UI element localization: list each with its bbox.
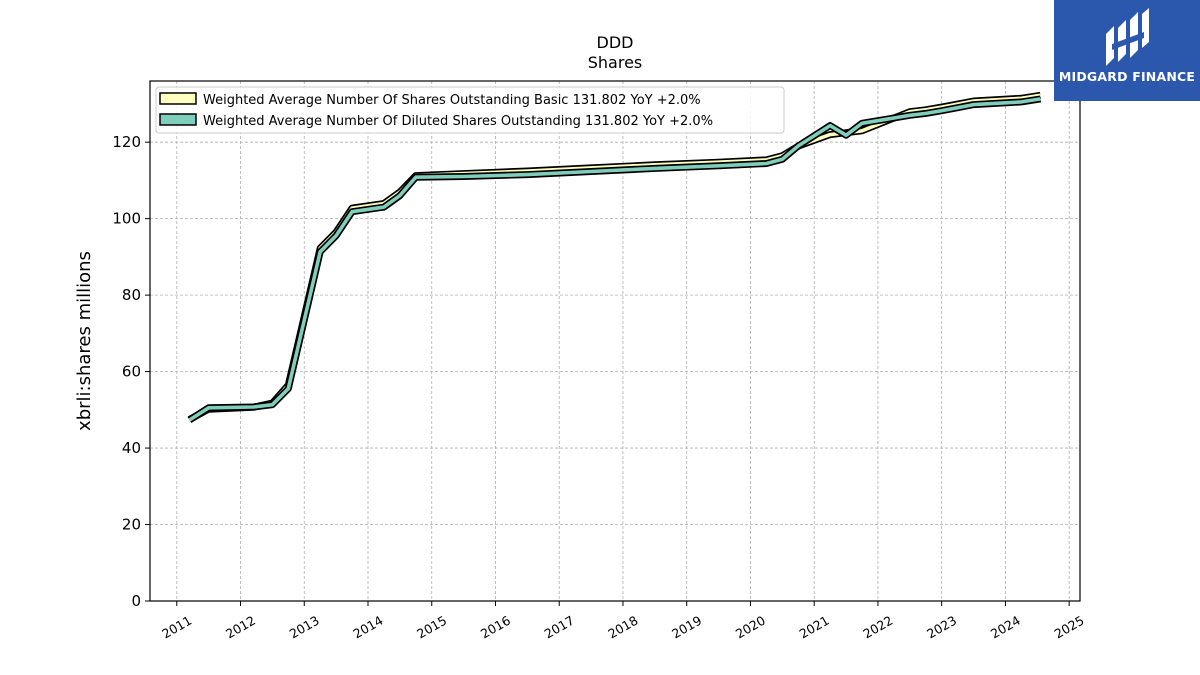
x-tick-label-8: 2019	[669, 613, 704, 642]
x-tick-label-3: 2014	[350, 613, 385, 642]
y-axis-label: xbrli:shares millions	[74, 251, 95, 431]
x-tick-label-5: 2016	[478, 613, 513, 642]
legend-swatch-0	[159, 92, 197, 105]
legend-box	[155, 86, 785, 134]
x-tick-label-0: 2011	[159, 613, 194, 642]
x-tick-label-2: 2013	[287, 613, 322, 642]
y-tick-label-2: 40	[122, 439, 141, 457]
legend-label-0: Weighted Average Number Of Shares Outsta…	[203, 93, 701, 108]
plot-frame	[149, 80, 1081, 602]
legend-label-1: Weighted Average Number Of Diluted Share…	[203, 114, 713, 129]
series-line-1	[188, 97, 1041, 422]
legend-swatch-1	[159, 113, 197, 126]
logo-text: MIDGARD FINANCE	[1058, 69, 1196, 84]
midgard-finance-logo: MIDGARD FINANCE	[1054, 0, 1200, 101]
chart-title: DDD	[596, 33, 634, 52]
y-tick-label-0: 0	[131, 592, 141, 610]
x-tick-label-7: 2018	[605, 613, 640, 642]
y-tick-label-5: 100	[112, 210, 141, 228]
x-tick-label-14: 2025	[1052, 613, 1087, 642]
x-tick-label-9: 2020	[733, 613, 768, 642]
x-tick-label-4: 2015	[414, 613, 449, 642]
midgard-logo-icon	[1106, 8, 1149, 66]
chart-subtitle: Shares	[587, 53, 643, 72]
x-tick-label-10: 2021	[797, 613, 832, 642]
x-tick-label-6: 2017	[542, 613, 577, 642]
x-tick-label-1: 2012	[223, 613, 258, 642]
x-tick-label-12: 2023	[924, 613, 959, 642]
x-tick-label-13: 2024	[988, 613, 1023, 642]
x-tick-label-11: 2022	[860, 613, 895, 642]
y-tick-label-6: 120	[112, 133, 141, 151]
y-tick-label-1: 20	[122, 516, 141, 534]
y-tick-label-4: 80	[122, 286, 141, 304]
legend: Weighted Average Number Of Shares Outsta…	[155, 86, 785, 134]
y-tick-label-3: 60	[122, 363, 141, 381]
